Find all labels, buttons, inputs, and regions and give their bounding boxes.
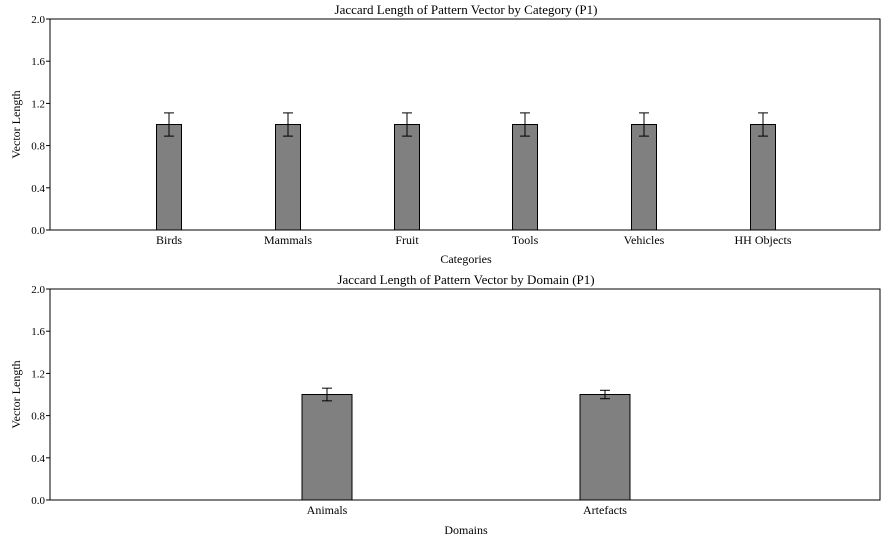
domain-chart-title: Jaccard Length of Pattern Vector by Doma… [337, 272, 594, 287]
domain-bars [301, 387, 631, 501]
bar-animals [301, 394, 353, 501]
x-tick-label: Animals [307, 503, 348, 517]
bar-birds [156, 124, 182, 231]
bar-mammals [275, 124, 301, 231]
y-tick-label: 1.2 [31, 98, 45, 110]
x-tick-label: Birds [156, 233, 182, 247]
y-tick-label: 0.0 [31, 495, 45, 507]
bar-artefacts [579, 394, 631, 501]
bar-tools [512, 124, 538, 231]
category-chart: Jaccard Length of Pattern Vector by Cate… [9, 2, 881, 266]
domain-y-axis-label: Vector Length [9, 360, 23, 428]
y-tick-label: 0.4 [31, 183, 45, 195]
y-tick-label: 0.4 [31, 453, 45, 465]
bar-vehicles [631, 124, 657, 231]
domain-x-axis-label: Domains [444, 523, 488, 537]
domain-x-ticks: Animals Artefacts [307, 503, 628, 517]
y-tick-label: 2.0 [31, 284, 45, 296]
category-y-ticks: 0.0 0.4 0.8 1.2 1.6 2.0 [31, 14, 50, 237]
y-tick-label: 0.8 [31, 141, 45, 153]
x-tick-label: HH Objects [735, 233, 792, 247]
category-y-axis-label: Vector Length [9, 90, 23, 158]
category-bars [156, 112, 776, 231]
y-tick-label: 1.6 [31, 326, 45, 338]
category-chart-title: Jaccard Length of Pattern Vector by Cate… [335, 2, 598, 17]
x-tick-label: Mammals [264, 233, 312, 247]
x-tick-label: Tools [512, 233, 539, 247]
y-tick-label: 1.2 [31, 368, 45, 380]
bar-fruit [394, 124, 420, 231]
y-tick-label: 0.0 [31, 225, 45, 237]
category-plot-frame [49, 18, 881, 231]
domain-plot-frame [49, 288, 881, 501]
domain-y-ticks: 0.0 0.4 0.8 1.2 1.6 2.0 [31, 284, 50, 507]
category-x-ticks: Birds Mammals Fruit Tools Vehicles HH Objects [156, 233, 792, 247]
y-tick-label: 1.6 [31, 56, 45, 68]
y-tick-label: 0.8 [31, 411, 45, 423]
category-x-axis-label: Categories [440, 252, 492, 266]
x-tick-label: Vehicles [624, 233, 665, 247]
y-tick-label: 2.0 [31, 14, 45, 26]
bar-hh-objects [750, 124, 776, 231]
domain-chart: Jaccard Length of Pattern Vector by Doma… [9, 272, 881, 537]
x-tick-label: Artefacts [583, 503, 627, 517]
x-tick-label: Fruit [395, 233, 419, 247]
